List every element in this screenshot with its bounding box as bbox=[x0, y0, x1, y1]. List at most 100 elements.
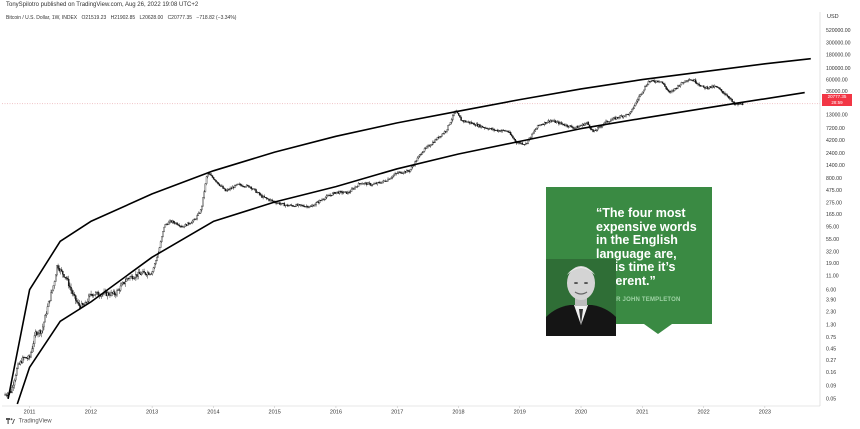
candle-body bbox=[435, 139, 438, 141]
candle-body bbox=[460, 117, 462, 121]
candle-body bbox=[120, 283, 123, 287]
candle-body bbox=[96, 291, 98, 293]
candle-body bbox=[150, 273, 152, 275]
candle-body bbox=[255, 189, 257, 193]
x-tick-label: 2020 bbox=[575, 410, 587, 416]
candle-body bbox=[89, 293, 91, 297]
y-tick-label: 2400.00 bbox=[826, 151, 845, 157]
ohlc-low: L20628.00 bbox=[139, 15, 164, 21]
candle-body bbox=[301, 205, 303, 206]
candle-body bbox=[139, 273, 142, 275]
candle-body bbox=[499, 130, 501, 132]
candle-body bbox=[594, 130, 597, 131]
candle-body bbox=[29, 355, 31, 358]
candle-body bbox=[174, 222, 176, 224]
candle-body bbox=[408, 170, 410, 172]
candle-body bbox=[436, 137, 439, 140]
candle-body bbox=[26, 358, 29, 359]
candle-body bbox=[256, 192, 258, 194]
candle-body bbox=[377, 182, 380, 184]
candle-body bbox=[85, 302, 88, 304]
candle-body bbox=[429, 145, 432, 147]
candle-body bbox=[67, 278, 70, 287]
candle-body bbox=[449, 122, 452, 125]
candle-body bbox=[327, 195, 329, 197]
y-tick-label: 11.00 bbox=[826, 274, 839, 280]
candle-body bbox=[555, 121, 558, 123]
candle-body bbox=[489, 128, 492, 130]
candle-body bbox=[116, 290, 118, 296]
candle-body bbox=[4, 394, 6, 396]
candle-body bbox=[97, 291, 99, 296]
candle-body bbox=[494, 130, 496, 131]
candle-body bbox=[657, 80, 659, 83]
candle-body bbox=[241, 185, 243, 187]
candle-body bbox=[642, 89, 645, 93]
candle-body bbox=[350, 188, 353, 192]
y-tick-label: 475.00 bbox=[826, 188, 842, 194]
candle-body bbox=[569, 125, 572, 127]
candle-body bbox=[513, 137, 515, 140]
upper-channel-line bbox=[7, 57, 811, 400]
candle-body bbox=[194, 219, 196, 220]
candle-body bbox=[612, 117, 614, 120]
candle-body bbox=[262, 196, 264, 198]
candle-body bbox=[443, 131, 446, 134]
candle-body bbox=[508, 131, 511, 133]
candle-body bbox=[216, 181, 218, 183]
candle-body bbox=[330, 194, 333, 196]
candle-body bbox=[270, 199, 273, 201]
candle-body bbox=[78, 303, 81, 306]
candle-body bbox=[227, 189, 229, 191]
candle-body bbox=[608, 121, 611, 123]
candle-body bbox=[316, 201, 319, 203]
candle-body bbox=[237, 183, 240, 185]
candle-body bbox=[447, 125, 449, 131]
candle-body bbox=[162, 231, 164, 237]
candle-body bbox=[416, 157, 419, 162]
candle-body bbox=[478, 124, 480, 127]
candle-body bbox=[156, 257, 158, 261]
candle-body bbox=[646, 84, 648, 87]
candle-body bbox=[373, 183, 375, 185]
candle-body bbox=[678, 85, 680, 87]
candle-body bbox=[171, 220, 174, 223]
candle-body bbox=[468, 121, 471, 124]
candle-body bbox=[419, 154, 421, 157]
candle-body bbox=[495, 129, 498, 131]
candle-body bbox=[20, 361, 23, 364]
candle-body bbox=[664, 84, 666, 87]
candle-body bbox=[311, 205, 314, 207]
candle-body bbox=[224, 188, 227, 192]
candle-body bbox=[38, 330, 40, 334]
footer-brand: TradingView bbox=[18, 418, 52, 425]
candle-body bbox=[341, 191, 343, 194]
candle-body bbox=[552, 120, 554, 122]
candle-body bbox=[553, 120, 555, 122]
candle-body bbox=[56, 265, 58, 276]
candle-body bbox=[476, 123, 479, 127]
candle-body bbox=[641, 91, 644, 95]
y-tick-label: 3.90 bbox=[826, 297, 836, 303]
candle-body bbox=[613, 117, 615, 119]
candle-body bbox=[296, 204, 299, 206]
candle-body bbox=[658, 81, 660, 83]
tradingview-logo-icon bbox=[6, 418, 15, 424]
candle-body bbox=[627, 113, 630, 116]
candle-body bbox=[50, 292, 52, 301]
candle-body bbox=[129, 276, 131, 279]
candle-body bbox=[333, 192, 335, 194]
candle-body bbox=[185, 224, 188, 226]
candle-body bbox=[186, 222, 189, 226]
candle-body bbox=[136, 274, 138, 277]
candle-body bbox=[260, 194, 262, 196]
candle-body bbox=[250, 186, 253, 189]
candle-body bbox=[554, 120, 557, 123]
candle-body bbox=[659, 81, 661, 83]
candle-body bbox=[130, 275, 132, 278]
candle-body bbox=[685, 80, 687, 82]
candle-body bbox=[69, 285, 71, 288]
candle-body bbox=[357, 183, 360, 187]
candle-body bbox=[520, 142, 522, 144]
